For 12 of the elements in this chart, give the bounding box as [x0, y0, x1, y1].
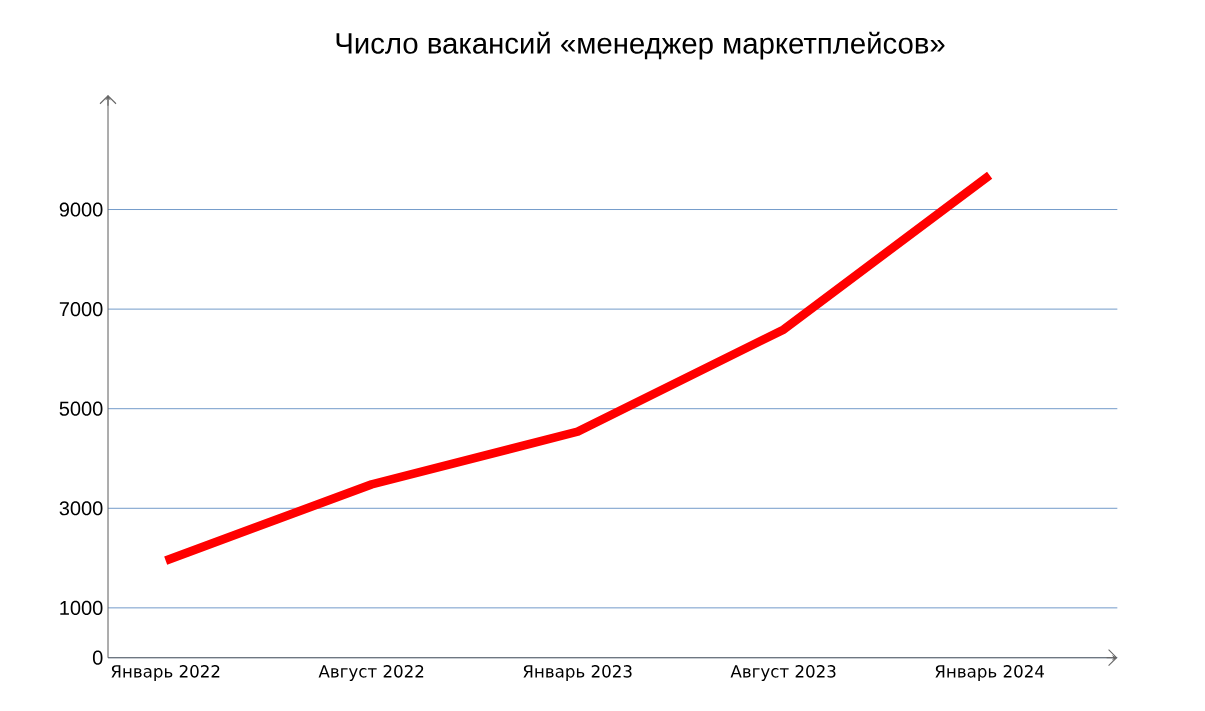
chart-title: Число вакансий «менеджер маркетплейсов»: [336, 31, 945, 60]
x-tick-label: Январь 2023: [523, 665, 632, 681]
y-tick-label: 1000: [60, 600, 103, 615]
y-tick-label: 0: [92, 650, 103, 665]
x-tick-label: Январь 2024: [935, 665, 1044, 681]
x-tick-label: Январь 2022: [111, 665, 220, 681]
y-tick-label: 5000: [59, 401, 103, 416]
y-tick-label: 7000: [59, 302, 103, 317]
y-tick-label: 3000: [59, 501, 103, 516]
x-tick-label: Август 2023: [730, 665, 836, 681]
x-tick-label: Август 2022: [318, 665, 424, 681]
y-tick-label: 9000: [59, 202, 103, 217]
